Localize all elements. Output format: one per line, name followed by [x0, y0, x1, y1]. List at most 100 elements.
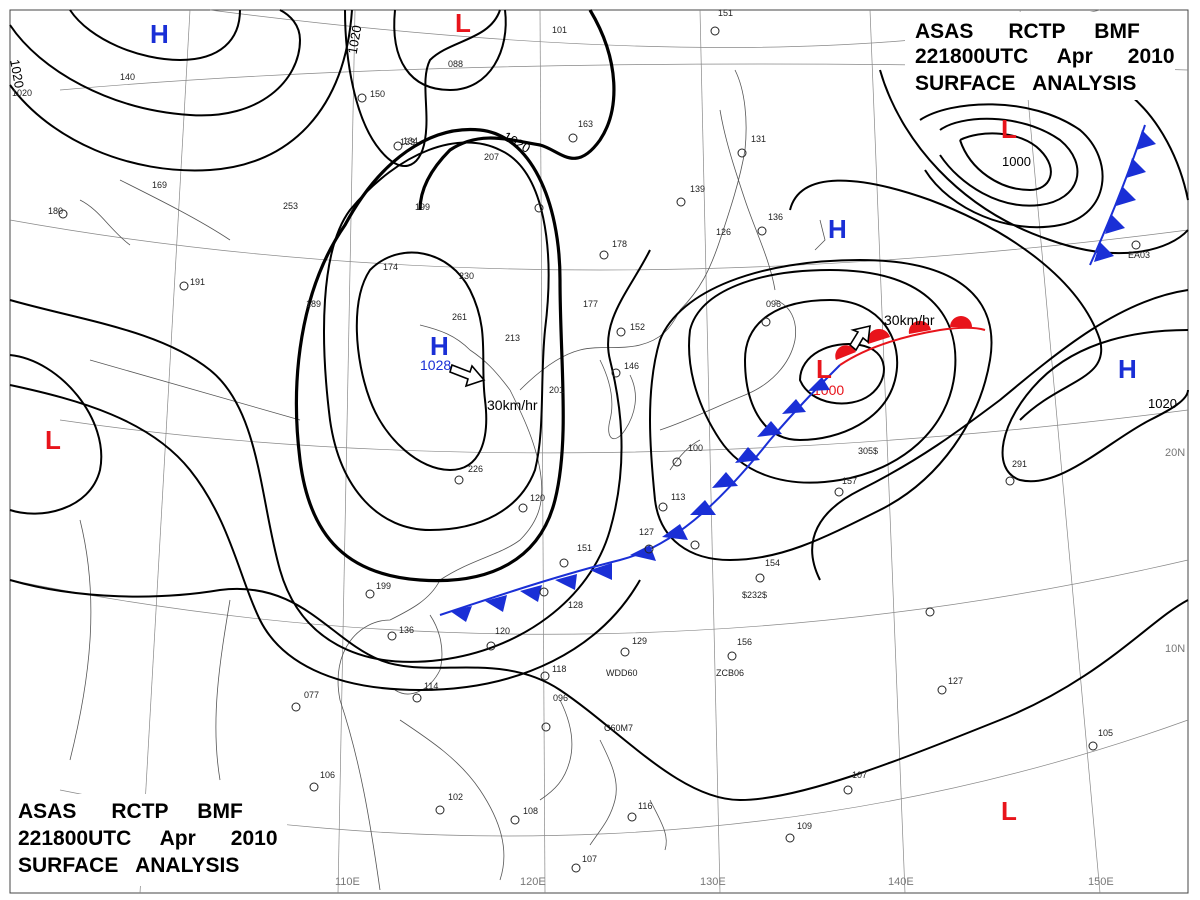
station-obs: 077 [304, 690, 319, 700]
low-center-north: L [455, 8, 471, 38]
motion-speed-low: 30km/hr [884, 312, 935, 328]
station-obs: 156 [737, 637, 752, 647]
isobar-central-ridge [789, 179, 1103, 421]
header-title-line1: ASAS RCTP BMF [915, 20, 1140, 43]
isobar-east-1 [1001, 329, 1189, 483]
station-obs: 177 [583, 299, 598, 309]
station-obs: 291 [1012, 459, 1027, 469]
station-obs: 136 [399, 625, 414, 635]
station-obs: 134 [403, 136, 418, 146]
station-obs: 120 [495, 626, 510, 636]
isobar-inner-2 [323, 141, 550, 532]
low-center-japan: L [816, 354, 832, 384]
isobar-north-low-2 [939, 117, 1079, 207]
high-center-1028-value: 1028 [420, 357, 451, 373]
station-obs: 199 [415, 202, 430, 212]
isobar-northwest-2 [69, 9, 241, 62]
isobar-label-1020-nw: 1020 [7, 58, 27, 89]
isobar-label-1000-n: 1000 [1002, 154, 1031, 169]
isobar-south-1 [9, 579, 1189, 802]
station-obs: 201 [549, 385, 564, 395]
footer-title-line3: SURFACE ANALYSIS [18, 854, 239, 877]
high-center-pacific: H [828, 214, 847, 244]
isobar-japan-low-1 [798, 343, 885, 405]
isobar-label-1020-e: 1020 [1148, 396, 1177, 411]
map-frame [9, 9, 1189, 894]
station-obs: 199 [376, 581, 391, 591]
station-obs: 133 [400, 137, 415, 147]
pressure-centres: H H 1028 H H L L L L L [45, 8, 1137, 826]
station-obs: 131 [751, 134, 766, 144]
station-obs: 150 [370, 89, 385, 99]
station-obs: 127 [639, 527, 654, 537]
lon-label-120e: 120E [520, 876, 546, 888]
station-obs: 178 [612, 239, 627, 249]
isobar-northwest-1 [9, 9, 302, 117]
station-obs: 096 [553, 693, 568, 703]
station-obs: 305$ [858, 446, 878, 456]
lon-label-140e: 140E [888, 876, 914, 888]
station-obs: 106 [320, 770, 335, 780]
station-obs: 146 [624, 361, 639, 371]
station-obs: 120 [530, 493, 545, 503]
isobar-northwest-3 [9, 9, 353, 172]
station-obs: 154 [765, 558, 780, 568]
station-obs: 100 [688, 443, 703, 453]
station-obs: 108 [523, 806, 538, 816]
station-obs: 152 [630, 322, 645, 332]
station-obs: 127 [948, 676, 963, 686]
isobar-north-low [393, 9, 507, 92]
graticule-labels: 110E 120E 130E 140E 150E 20N 10N [335, 447, 1185, 888]
station-obs: 169 [152, 180, 167, 190]
station-symbols [58, 26, 1141, 873]
isobar-north-low-4 [879, 69, 1189, 255]
isobar-north-low-3 [919, 103, 1104, 229]
station-obs: 174 [383, 262, 398, 272]
station-observations: 180 1020 140 169 191 253 189 150 134 207… [12, 8, 1150, 864]
station-obs: 213 [505, 333, 520, 343]
isobar-east-2 [811, 289, 1189, 581]
warm-front [835, 316, 986, 366]
station-obs: 207 [484, 152, 499, 162]
high-center-1028: H [430, 331, 449, 361]
station-obs: 139 [690, 184, 705, 194]
isobar-japan-low-3 [688, 268, 957, 484]
high-center-northwest: H [150, 19, 169, 49]
station-obs: WDD60 [606, 668, 638, 678]
low-center-west: L [45, 425, 61, 455]
header-title-line3: SURFACE ANALYSIS [915, 72, 1136, 95]
motion-vectors: 30km/hr 30km/hr [449, 312, 935, 413]
station-obs: EA03 [1128, 250, 1150, 260]
station-obs: 226 [468, 464, 483, 474]
lon-label-150e: 150E [1088, 876, 1114, 888]
station-obs: 136 [768, 212, 783, 222]
lon-label-110e: 110E [335, 876, 360, 888]
station-obs: ZCB06 [716, 668, 744, 678]
high-center-east: H [1118, 354, 1137, 384]
isobar-northeast [1129, 94, 1189, 201]
motion-speed-high: 30km/hr [487, 397, 538, 413]
isobar-ridge-outer-2 [9, 384, 641, 692]
isobar-left-low [9, 354, 103, 515]
station-obs: 253 [283, 201, 298, 211]
header-title-line2: 221800UTC Apr 2010 [915, 45, 1175, 68]
station-obs: 191 [190, 277, 205, 287]
lon-label-130e: 130E [700, 876, 726, 888]
station-obs: 116 [638, 801, 652, 811]
station-obs: 109 [797, 821, 812, 831]
station-obs: 088 [448, 59, 463, 69]
station-obs: 157 [842, 476, 857, 486]
station-obs: 113 [671, 492, 685, 502]
isobar-inner-1 [355, 251, 488, 472]
isobar-north-low-1 [959, 132, 1052, 192]
station-obs: 140 [120, 72, 135, 82]
footer-title-line1: ASAS RCTP BMF [18, 800, 243, 823]
station-obs: 129 [632, 636, 647, 646]
station-obs: 189 [306, 299, 321, 309]
station-obs: $232$ [742, 590, 767, 600]
station-obs: 102 [448, 792, 463, 802]
isobars [9, 9, 1189, 802]
station-obs: 107 [852, 770, 867, 780]
isobar-inner-3-bold [294, 127, 565, 583]
station-obs: 151 [577, 543, 592, 553]
